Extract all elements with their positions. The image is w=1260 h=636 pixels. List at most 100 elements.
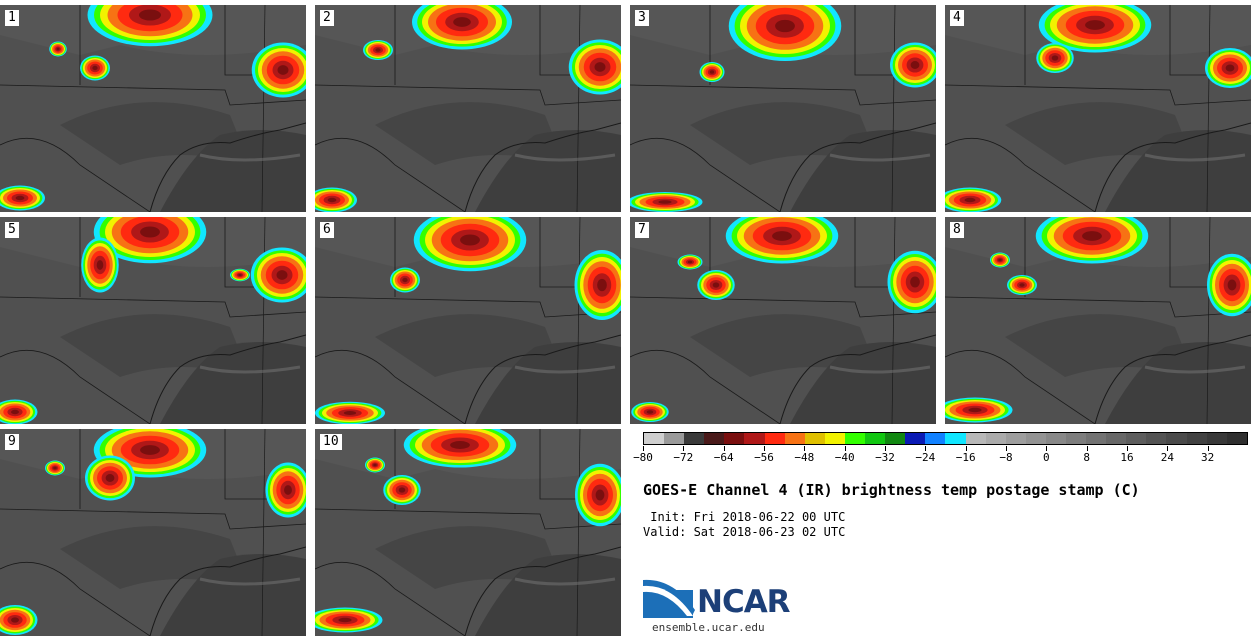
colorbar-segment	[1086, 433, 1107, 444]
colorbar-segment	[844, 433, 866, 444]
storm-cell	[890, 42, 936, 88]
storm-cell	[0, 605, 38, 635]
storm-cell	[725, 217, 839, 264]
colorbar-tick	[1167, 446, 1169, 451]
storm-cell	[315, 401, 385, 424]
colorbar-tick	[1127, 446, 1128, 451]
colorbar-segment	[684, 433, 705, 444]
colorbar-tick	[643, 446, 644, 451]
colorbar-segment	[1065, 433, 1087, 444]
colorbar-segment	[1106, 433, 1127, 444]
colorbar-segment	[644, 433, 665, 444]
colorbar-segment	[744, 433, 765, 444]
panel-label: 5	[5, 222, 19, 238]
colorbar-tick	[723, 446, 725, 451]
storm-cell	[1205, 48, 1251, 88]
colorbar-tick	[1207, 446, 1209, 451]
map-title: GOES-E Channel 4 (IR) brightness temp po…	[643, 481, 1140, 499]
colorbar-segment	[945, 433, 966, 444]
colorbar-tick	[1086, 446, 1088, 451]
colorbar-tick-label: 24	[1160, 451, 1174, 464]
colorbar-segment	[905, 433, 926, 444]
panel-label: 9	[5, 434, 19, 450]
panel-label: 4	[950, 10, 964, 26]
panel-label: 3	[635, 10, 649, 26]
colorbar-tick-label: −56	[754, 451, 774, 464]
map-panel: 2	[315, 5, 621, 212]
panel-label: 8	[950, 222, 964, 238]
storm-cell	[87, 5, 213, 47]
ir-map	[315, 217, 621, 424]
storm-cell	[1007, 275, 1037, 295]
ir-map	[315, 429, 621, 636]
map-panel: 8	[945, 217, 1251, 424]
storm-cell	[677, 254, 703, 270]
storm-cell	[403, 429, 517, 468]
map-panel: 7	[630, 217, 936, 424]
colorbar-tick	[764, 446, 765, 451]
colorbar-tick-label: −48	[794, 451, 815, 464]
storm-cell	[0, 185, 45, 211]
storm-cell	[1036, 43, 1074, 73]
panel-label: 1	[5, 10, 19, 26]
ncar-logo-icon	[643, 579, 695, 618]
colorbar-segment	[724, 433, 745, 444]
ir-map	[945, 5, 1251, 212]
storm-cell	[45, 460, 65, 476]
ir-map	[0, 429, 306, 636]
colorbar-tick	[844, 446, 846, 451]
colorbar-tick	[885, 446, 886, 451]
colorbar-tick-label: 8	[1083, 451, 1090, 464]
colorbar-segment	[1186, 433, 1207, 444]
storm-cell	[390, 267, 420, 293]
colorbar-segment	[1206, 433, 1227, 444]
ncar-wordmark: NCAR	[697, 584, 791, 620]
colorbar-segment	[985, 433, 1006, 444]
init-time: Init: Fri 2018-06-22 00 UTC	[643, 510, 846, 524]
colorbar-segment	[1005, 433, 1026, 444]
map-panel: 1	[0, 5, 306, 212]
ir-map	[315, 5, 621, 212]
storm-cell	[413, 217, 527, 272]
storm-cell	[251, 42, 306, 98]
storm-cell	[1038, 5, 1152, 53]
storm-cell	[945, 397, 1013, 423]
colorbar-segment	[804, 433, 825, 444]
colorbar-segment	[664, 433, 685, 444]
colorbar-segment	[1226, 433, 1247, 444]
map-panel: 4	[945, 5, 1251, 212]
site-url: ensemble.ucar.edu	[652, 621, 765, 634]
storm-cell	[81, 237, 119, 293]
storm-cell	[631, 402, 669, 422]
colorbar-tick-label: −80	[633, 451, 653, 464]
ir-map	[0, 217, 306, 424]
map-panel: 9	[0, 429, 306, 636]
colorbar-tick	[965, 446, 967, 451]
storm-cell	[575, 463, 621, 527]
storm-cell	[945, 187, 1002, 212]
colorbar-tick-label: 16	[1120, 451, 1134, 464]
map-panel: 6	[315, 217, 621, 424]
storm-cell	[85, 455, 135, 501]
storm-cell	[0, 399, 38, 424]
storm-cell	[568, 39, 621, 95]
panel-label: 7	[635, 222, 649, 238]
colorbar-segment	[1025, 433, 1046, 444]
colorbar-segment	[784, 433, 805, 444]
ir-map	[945, 217, 1251, 424]
colorbar-tick-label: 32	[1201, 451, 1215, 464]
colorbar-tick	[1046, 446, 1048, 451]
storm-cell	[49, 41, 67, 57]
colorbar-tick-label: 0	[1043, 451, 1050, 464]
storm-cell	[574, 250, 621, 320]
storm-cell	[412, 5, 512, 50]
colorbar-tick-label: −64	[713, 451, 734, 464]
storm-cell	[230, 268, 250, 282]
panel-label: 2	[320, 10, 334, 26]
storm-cell	[887, 250, 936, 314]
storm-cell	[315, 187, 357, 212]
colorbar-tick	[1006, 446, 1007, 451]
temperature-colorbar	[643, 432, 1248, 445]
storm-cell	[728, 5, 842, 61]
panel-label: 10	[320, 434, 342, 450]
